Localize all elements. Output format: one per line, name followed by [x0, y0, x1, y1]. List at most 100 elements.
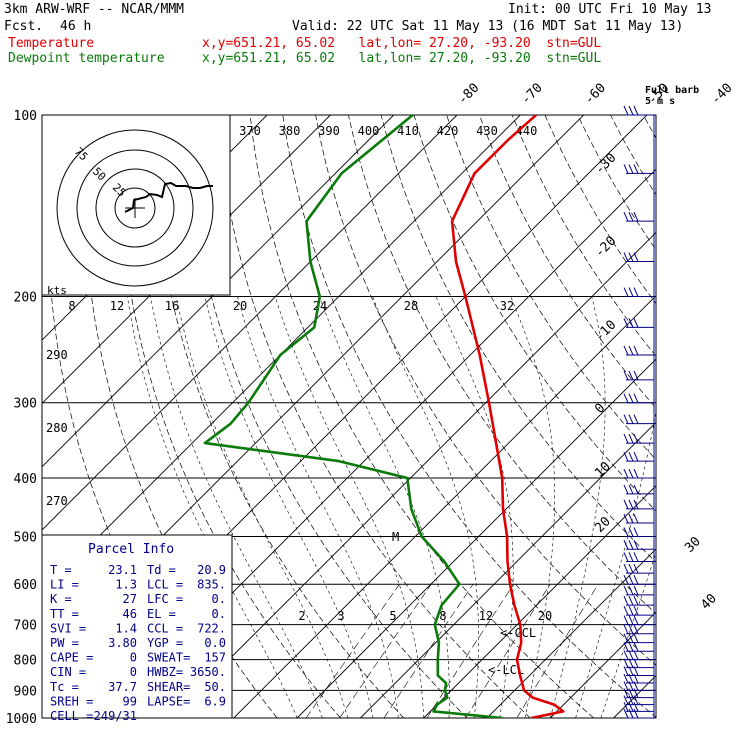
wind-barb-flag [623, 650, 629, 660]
wind-barb-flag [623, 642, 629, 652]
wind-barb-flag [633, 513, 639, 524]
theta-label: 270 [46, 494, 68, 508]
parcel-key: HWBZ= [147, 665, 183, 679]
wind-barb-flag [633, 605, 639, 616]
parcel-key: SHEAR= [147, 680, 190, 694]
hodograph-frame [41, 114, 231, 296]
moist-adiabat [150, 296, 323, 718]
wind-barb-flag [628, 287, 634, 297]
wind-barb-flag [633, 552, 639, 562]
parcel-title: Parcel Info [88, 542, 174, 557]
wind-barb-flag [628, 575, 634, 585]
wind-barb-flag [623, 252, 629, 262]
wind-barb-flag [628, 673, 634, 684]
moist-adiabat [550, 296, 606, 718]
hodograph-ring [95, 168, 175, 248]
wind-barb-flag [628, 624, 634, 634]
theta-label: 410 [397, 124, 419, 138]
theta-label: 430 [476, 124, 498, 138]
wind-barb-flag [633, 414, 639, 424]
hodograph-units: kts [47, 284, 67, 297]
hodograph-speed-label: 8 [68, 299, 75, 313]
wind-barb-flag [623, 393, 629, 403]
mixing-ratio-line [465, 584, 551, 718]
theta-label: 290 [46, 348, 68, 362]
wind-barb-flag [633, 563, 639, 574]
pressure-tick-label: 200 [14, 291, 37, 306]
wind-barb-flag [623, 513, 629, 524]
hodograph-speed-label: 16 [165, 299, 179, 313]
annotation-label: <-LCL [488, 663, 524, 677]
pressure-tick-label: 300 [14, 397, 37, 412]
moist-adiabat [274, 296, 424, 718]
dry-adiabat [676, 115, 740, 718]
wind-barb-flag [633, 595, 639, 606]
theta-label: 280 [46, 421, 68, 435]
wind-barb-flag [628, 499, 634, 510]
theta-label: 400 [358, 124, 380, 138]
wind-barb-flag [633, 702, 639, 712]
pressure-tick-label: 1000 [6, 712, 37, 727]
moist-adiabat [204, 296, 374, 718]
isotherm-line [170, 231, 656, 718]
wind-barb-flag [633, 673, 639, 684]
wind-barb-flag [633, 695, 639, 705]
isotherm-label: -70 [519, 81, 546, 108]
parcel-value: 1.3 [115, 578, 137, 592]
temperature-legend-label: Temperature [8, 36, 95, 51]
isotherm-label: 20 [592, 514, 614, 536]
parcel-value: 722. [197, 621, 226, 635]
barb-key-title: Full barb [645, 85, 699, 96]
parcel-value: 0 [130, 665, 137, 679]
isotherm-label: -60 [582, 81, 609, 108]
forecast-hours: 46 h [60, 19, 92, 34]
parcel-value: 46 [123, 607, 137, 621]
wind-barb-flag [623, 164, 629, 174]
wind-barb-flag [633, 211, 639, 222]
isotherm-label: -20 [592, 234, 619, 261]
parcel-value: 27 [123, 592, 137, 606]
parcel-key: SVI = [50, 621, 86, 635]
wind-barb-flag [633, 540, 639, 550]
wind-barb-flag [628, 451, 634, 462]
dry-adiabat [184, 115, 468, 718]
wind-barb-flag [623, 499, 629, 510]
temperature-trace [450, 115, 565, 718]
wind-barb-flag [628, 642, 634, 652]
wind-barb-flag [623, 624, 629, 634]
wind-barb-flag [628, 585, 634, 596]
wind-barb-flag [628, 484, 634, 495]
parcel-key: EL = [147, 607, 176, 621]
wind-barb-flag [633, 527, 639, 537]
hodograph-speed-label: 32 [500, 299, 514, 313]
isotherm-label: -10 [592, 318, 619, 345]
wind-barb-flag [628, 708, 634, 719]
hodograph-speed-label: 20 [233, 299, 247, 313]
wind-barb-flag [628, 468, 634, 479]
parcel-value: 3650. [190, 665, 226, 679]
wind-barb-flag [628, 513, 634, 524]
barb-key-units: 5 m s [645, 96, 675, 107]
parcel-key: Tc = [50, 680, 79, 694]
parcel-key: CAPE = [50, 651, 93, 665]
wind-barb-flag [628, 318, 634, 328]
dry-adiabat [642, 115, 656, 139]
wind-barb-flag [623, 433, 629, 444]
wind-barb-flag [628, 695, 634, 705]
parcel-value: 20.9 [197, 563, 226, 577]
isotherm-line [360, 421, 656, 718]
pressure-tick-label: 700 [14, 619, 37, 634]
annotation-label: <-CCL [500, 626, 536, 640]
wind-barb-flag [633, 585, 639, 596]
mixing-ratio-line [383, 584, 474, 718]
wind-barb-flag [623, 681, 629, 691]
wind-barb-flag [628, 393, 634, 403]
mixing-ratio-label: 12 [479, 609, 493, 623]
wind-barb-flag [633, 633, 639, 643]
wind-barb-flag [623, 575, 629, 585]
wind-barb-flag [623, 605, 629, 616]
wind-barb-flag [623, 105, 629, 116]
wind-barb-flag [633, 105, 639, 116]
